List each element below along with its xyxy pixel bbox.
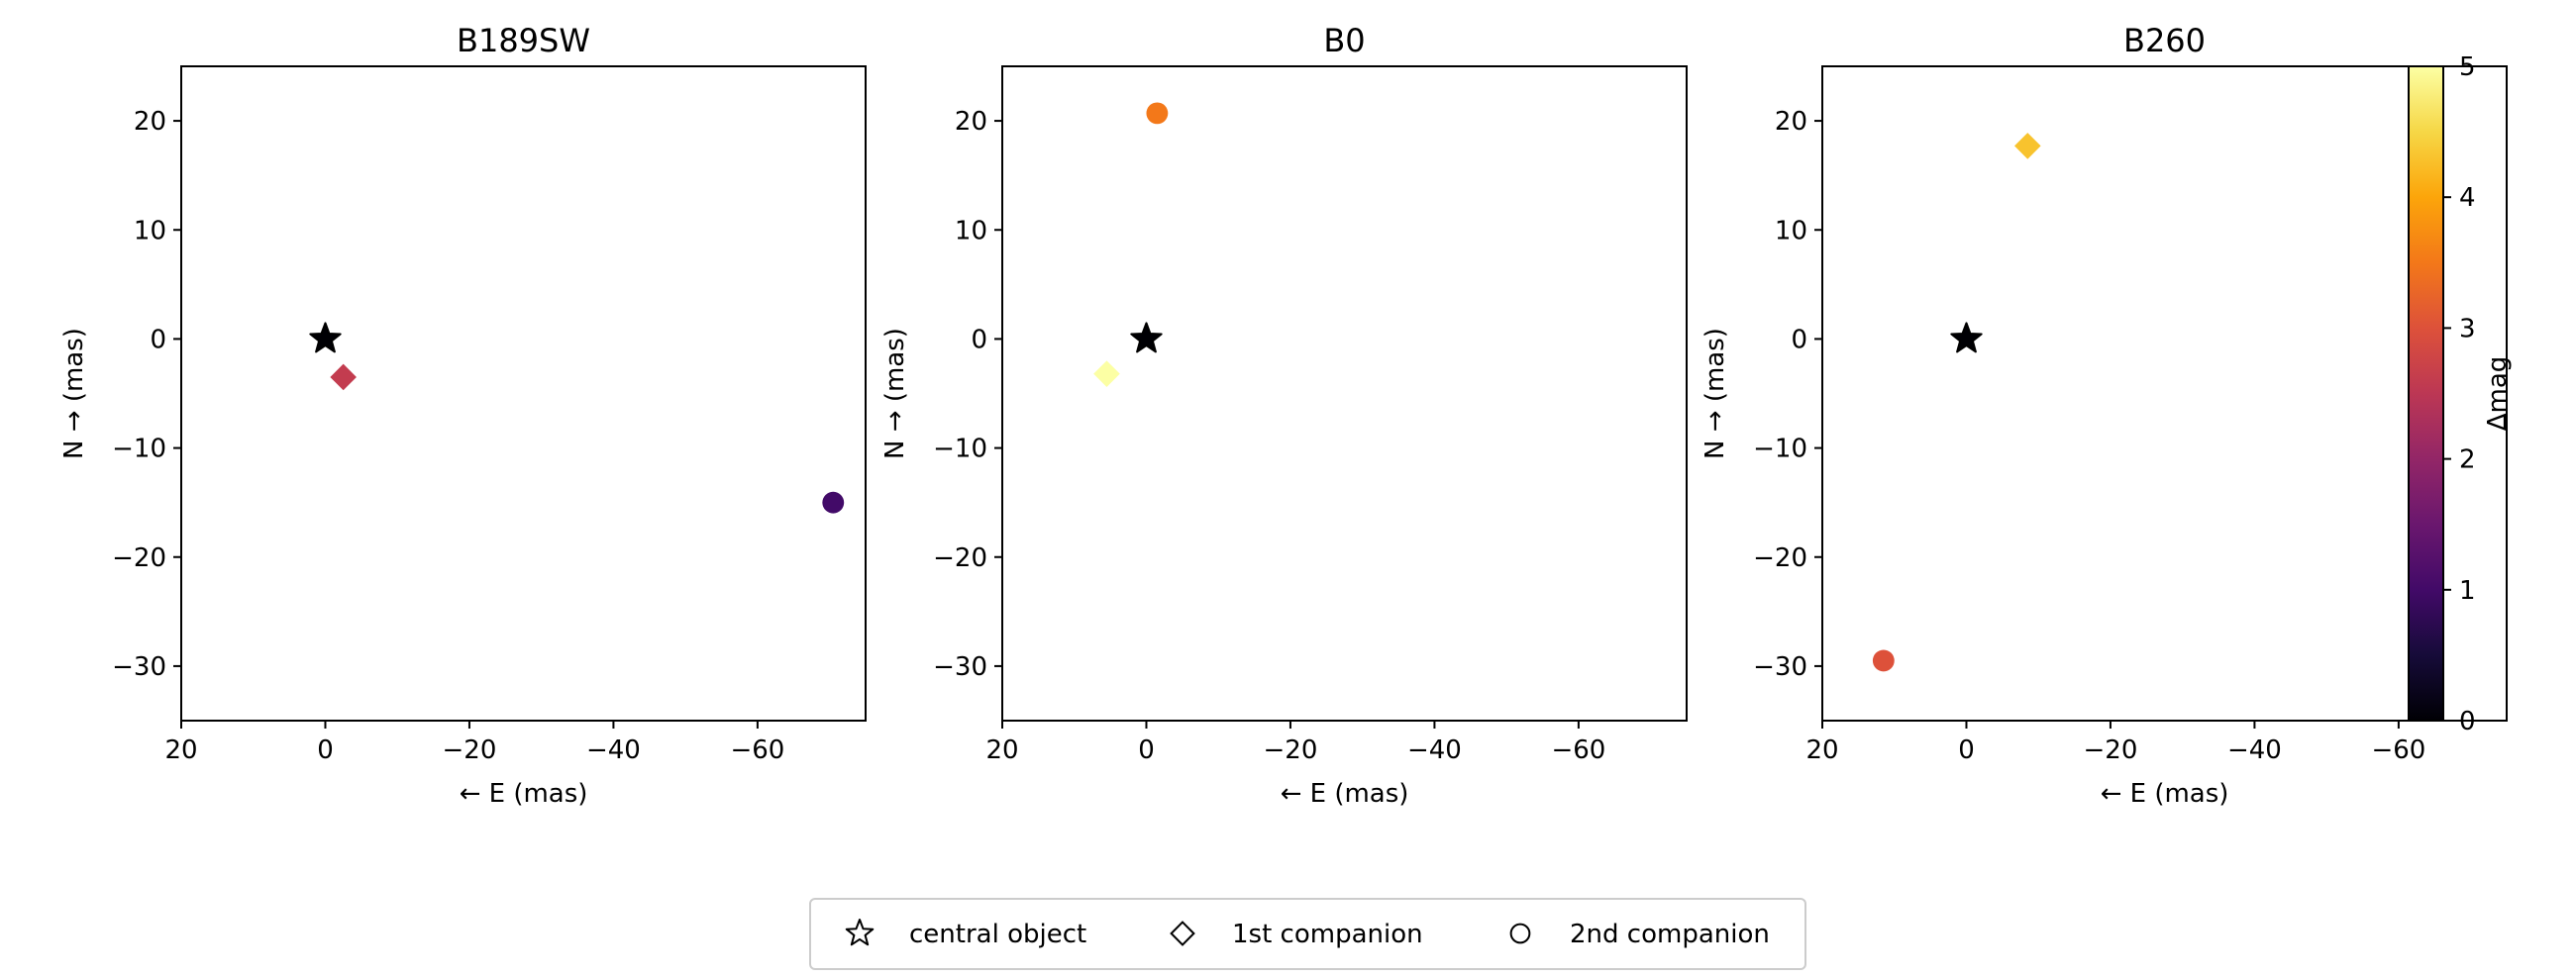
x-tick-label: −40 bbox=[2227, 735, 2282, 765]
y-tick-label: 10 bbox=[955, 216, 987, 245]
legend-label: 1st companion bbox=[1232, 920, 1423, 949]
y-tick-label: 10 bbox=[1775, 216, 1807, 245]
y-tick-label: 0 bbox=[150, 325, 166, 354]
panel-title: B0 bbox=[1323, 22, 1365, 59]
central-object-marker bbox=[1950, 322, 1983, 353]
x-tick-label: −20 bbox=[1264, 735, 1318, 765]
x-tick-label: 0 bbox=[1138, 735, 1155, 765]
x-tick-label: −60 bbox=[730, 735, 784, 765]
colorbar: 0 1 2 3 4 5 Δmag bbox=[2408, 52, 2513, 736]
first-companion-marker bbox=[1093, 360, 1120, 387]
circle-legend-icon bbox=[1509, 923, 1531, 944]
colorbar-tick-label: 2 bbox=[2459, 445, 2476, 475]
central-object-marker bbox=[1130, 322, 1163, 353]
x-tick-label: −60 bbox=[2371, 735, 2425, 765]
y-tick-label: −30 bbox=[112, 652, 166, 682]
colorbar-tick-label: 3 bbox=[2459, 314, 2476, 343]
x-tick-label: 0 bbox=[1958, 735, 1975, 765]
colorbar-tick-label: 4 bbox=[2459, 183, 2476, 213]
y-tick-label: 0 bbox=[1791, 325, 1807, 354]
y-tick-label: 0 bbox=[971, 325, 987, 354]
second-companion-marker bbox=[822, 491, 845, 514]
x-tick-label: 0 bbox=[317, 735, 334, 765]
plot-area bbox=[1821, 65, 2508, 722]
x-tick-label: −60 bbox=[1551, 735, 1605, 765]
x-tick-label: −40 bbox=[586, 735, 641, 765]
colorbar-tick-label: 0 bbox=[2459, 707, 2476, 736]
legend-item: central object bbox=[845, 919, 1086, 949]
y-tick-label: −20 bbox=[933, 543, 987, 573]
y-axis-label: N → (mas) bbox=[1700, 328, 1730, 459]
y-tick-label: −30 bbox=[1753, 652, 1807, 682]
y-tick-label: 10 bbox=[134, 216, 166, 245]
diamond-legend-icon bbox=[1170, 921, 1195, 946]
second-companion-marker bbox=[1146, 102, 1169, 125]
x-tick-label: −20 bbox=[443, 735, 497, 765]
star-legend-icon bbox=[845, 919, 875, 946]
y-tick-label: 20 bbox=[1775, 107, 1807, 137]
first-companion-marker bbox=[2014, 133, 2041, 159]
legend-label: 2nd companion bbox=[1570, 920, 1770, 949]
y-tick-label: −20 bbox=[1753, 543, 1807, 573]
y-tick-label: 20 bbox=[955, 107, 987, 137]
panel-b189sw: B189SW 20 0 −20 −40 −60 20 10 0 −10 −20 −30 ← E (mas… bbox=[59, 22, 867, 809]
y-axis-label: N → (mas) bbox=[59, 328, 89, 459]
legend-item: 1st companion bbox=[1170, 920, 1423, 949]
colorbar-label: Δmag bbox=[2483, 356, 2513, 432]
y-tick-label: −10 bbox=[933, 435, 987, 464]
x-tick-label: −20 bbox=[2084, 735, 2138, 765]
plot-area bbox=[1001, 65, 1688, 722]
y-tick-label: −20 bbox=[112, 543, 166, 573]
x-tick-label: 20 bbox=[1805, 735, 1838, 765]
x-tick-label: −40 bbox=[1407, 735, 1462, 765]
legend-box bbox=[809, 898, 1806, 970]
central-object-marker bbox=[309, 322, 342, 353]
panel-title: B189SW bbox=[457, 22, 590, 59]
x-axis-label: ← E (mas) bbox=[1281, 779, 1409, 809]
x-tick-label: 20 bbox=[985, 735, 1018, 765]
x-axis-label: ← E (mas) bbox=[460, 779, 588, 809]
legend: central object 1st companion 2nd companion bbox=[809, 898, 1806, 970]
second-companion-marker bbox=[1872, 649, 1895, 672]
colorbar-tick-label: 5 bbox=[2459, 52, 2476, 82]
plot-area bbox=[180, 65, 867, 722]
legend-label: central object bbox=[909, 920, 1086, 949]
y-tick-label: −30 bbox=[933, 652, 987, 682]
colorbar-gradient bbox=[2408, 65, 2444, 722]
x-axis-label: ← E (mas) bbox=[2101, 779, 2229, 809]
y-axis-label: N → (mas) bbox=[880, 328, 910, 459]
colorbar-tick-label: 1 bbox=[2459, 576, 2476, 606]
legend-item: 2nd companion bbox=[1509, 920, 1770, 949]
panel-title: B260 bbox=[2123, 22, 2206, 59]
panel-b0: B0 20 0 −20 −40 −60 20 10 0 −10 −20 −30 ← E (mas) N →… bbox=[880, 22, 1688, 809]
y-tick-label: −10 bbox=[1753, 435, 1807, 464]
x-tick-label: 20 bbox=[164, 735, 197, 765]
first-companion-marker bbox=[330, 363, 357, 391]
y-tick-label: −10 bbox=[112, 435, 166, 464]
y-tick-label: 20 bbox=[134, 107, 166, 137]
